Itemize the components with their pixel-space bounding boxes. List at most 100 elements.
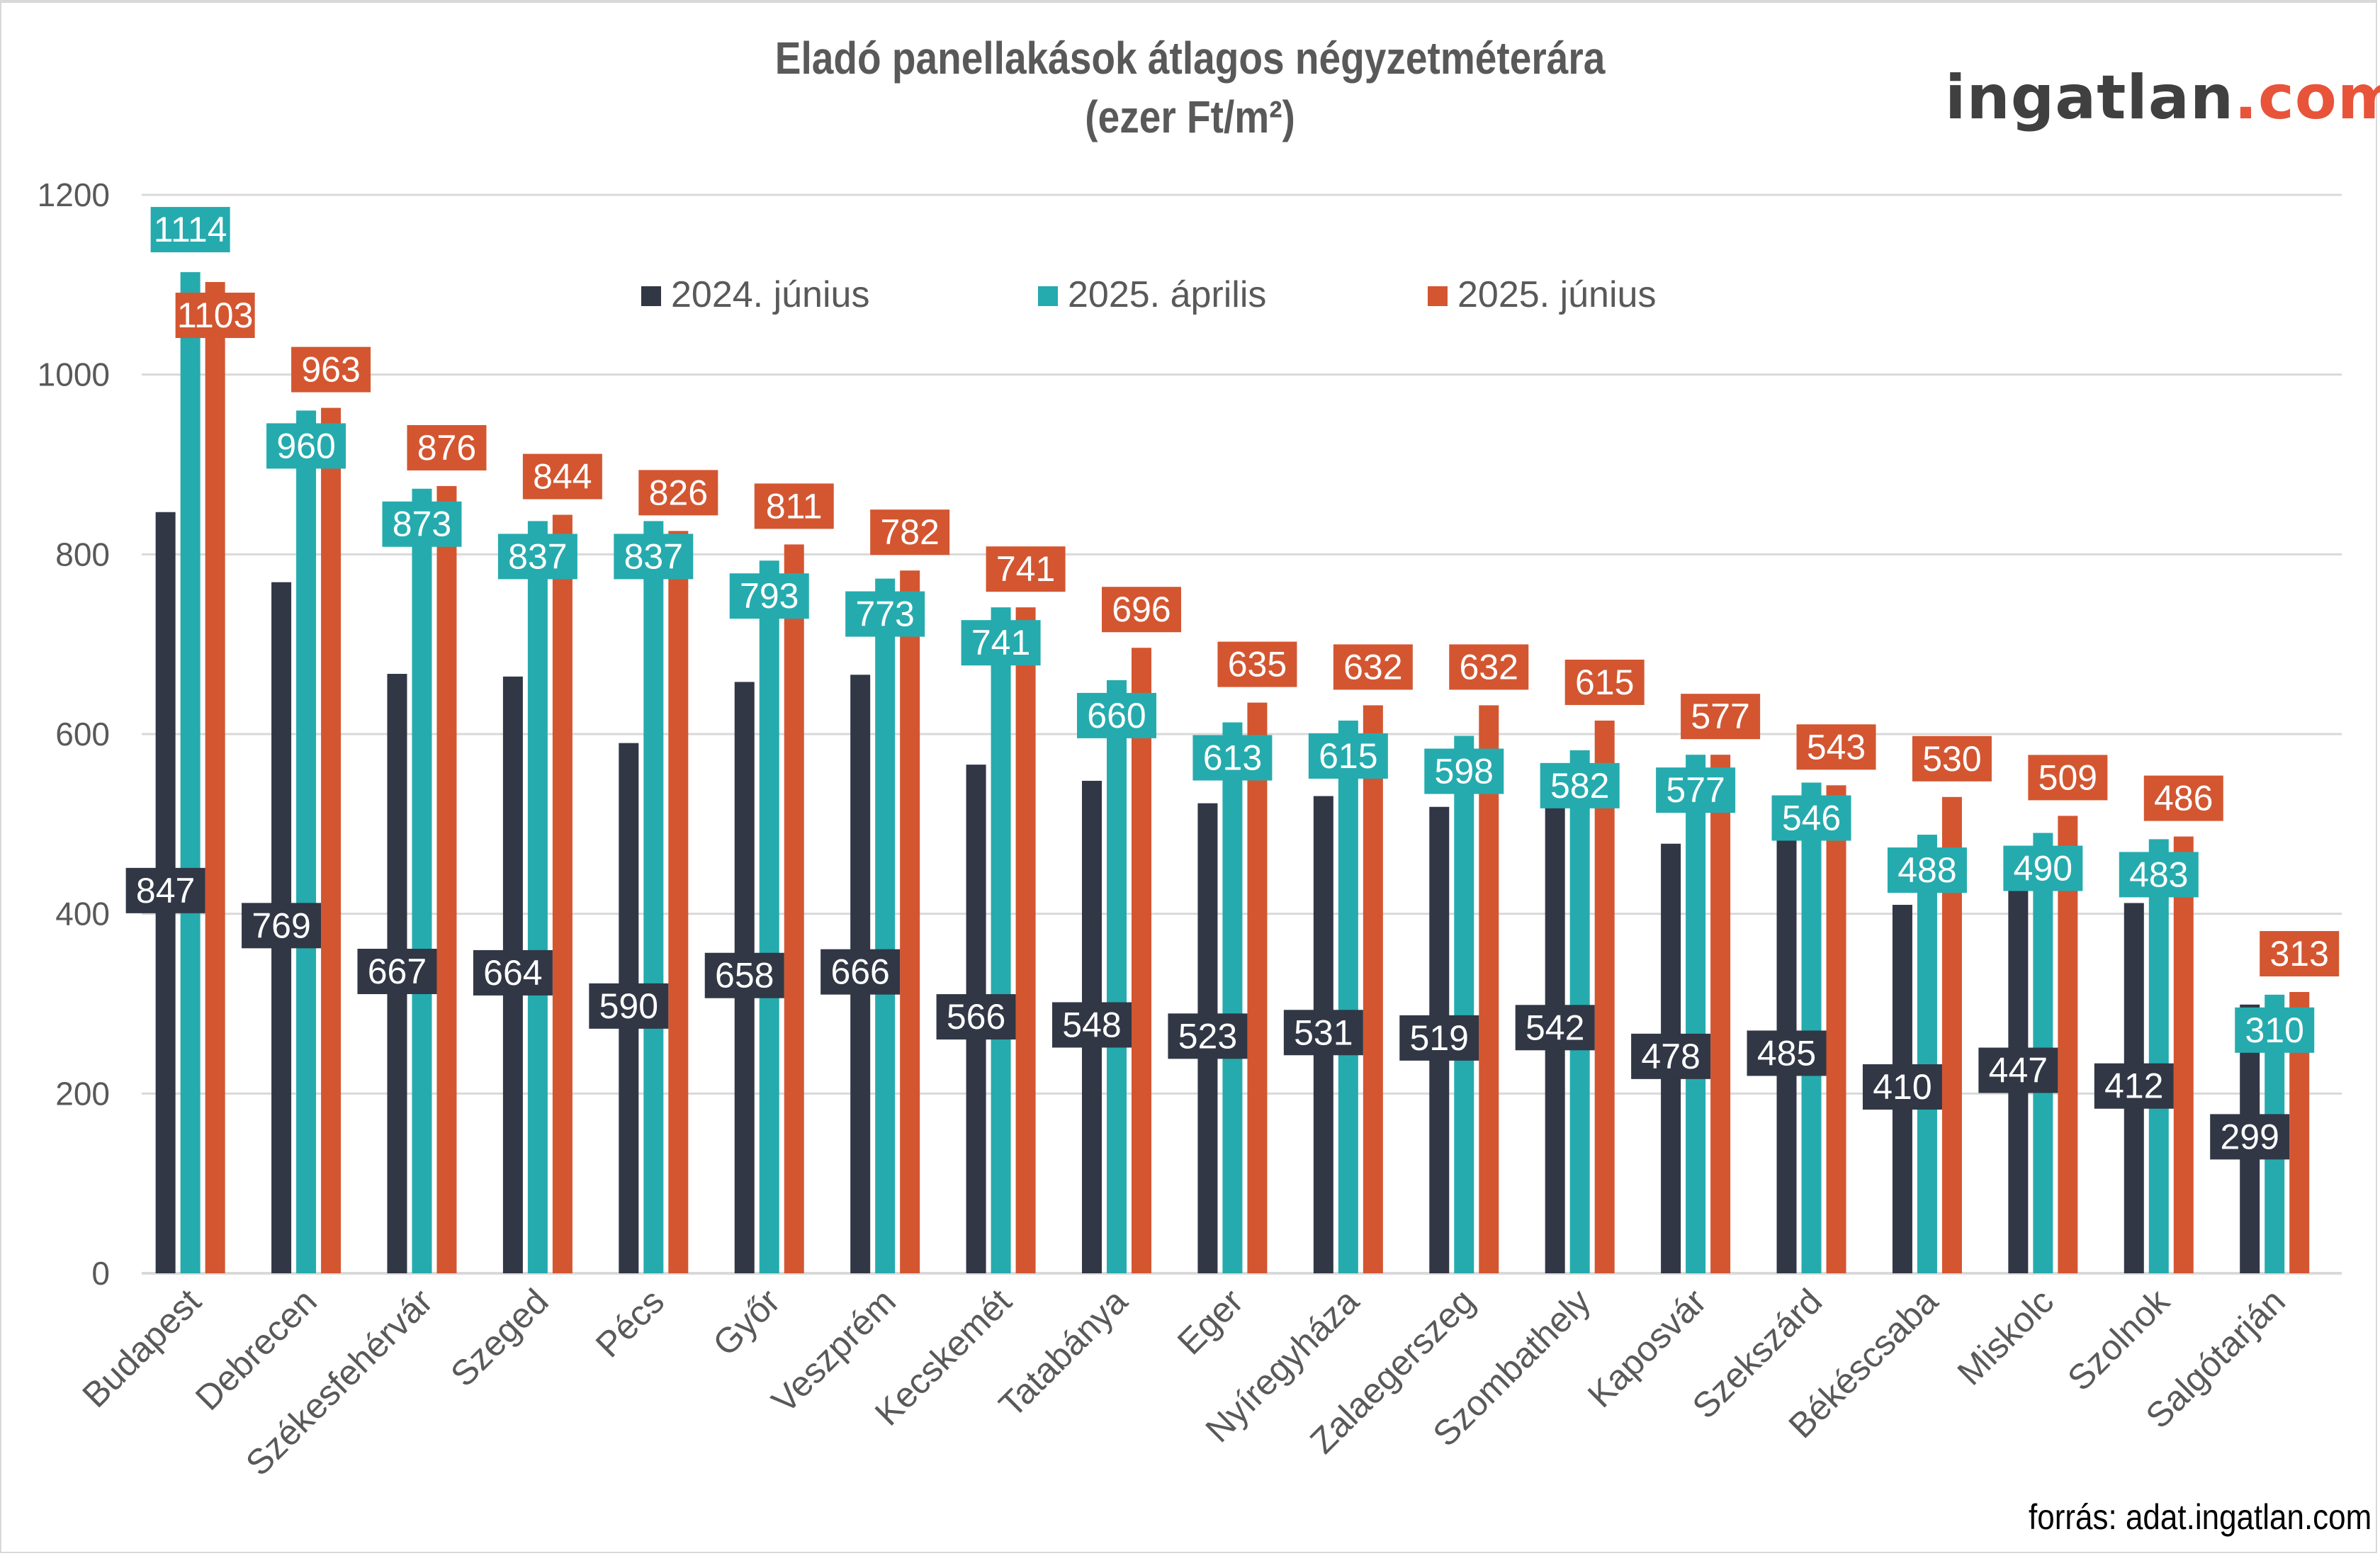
data-label: 741 bbox=[996, 549, 1055, 589]
x-category-label: Szolnok bbox=[2060, 1280, 2177, 1398]
data-label: 635 bbox=[1228, 645, 1287, 684]
data-label-box bbox=[1449, 644, 1529, 690]
data-label-box bbox=[1333, 644, 1413, 690]
data-label: 530 bbox=[1922, 739, 1981, 779]
bar bbox=[1801, 782, 1822, 1273]
bar bbox=[1247, 702, 1268, 1273]
data-label-box bbox=[497, 534, 577, 580]
y-tick-label: 0 bbox=[91, 1255, 110, 1292]
ingatlan-logo: ingatlan.com bbox=[1945, 62, 2380, 133]
y-tick-label: 400 bbox=[55, 896, 110, 932]
data-label-box bbox=[589, 983, 669, 1029]
bar bbox=[2058, 816, 2078, 1273]
bar bbox=[205, 282, 225, 1273]
bar bbox=[900, 570, 920, 1273]
data-label: 826 bbox=[649, 473, 708, 512]
data-label-box bbox=[1515, 1005, 1595, 1051]
bar bbox=[180, 272, 201, 1273]
data-label: 847 bbox=[136, 871, 195, 911]
data-label-box bbox=[1168, 1013, 1248, 1059]
data-label: 658 bbox=[715, 956, 774, 996]
legend-swatch bbox=[641, 286, 661, 306]
legend-swatch bbox=[1428, 286, 1448, 306]
bar bbox=[296, 410, 317, 1273]
bar bbox=[784, 544, 804, 1274]
x-category-label: Budapest bbox=[74, 1281, 208, 1415]
x-category-label: Miskolc bbox=[1950, 1281, 2061, 1392]
data-label-box bbox=[1681, 694, 1761, 740]
data-label-box bbox=[1540, 762, 1620, 808]
chart-subtitle-unit: (ezer Ft/m²) bbox=[1085, 91, 1295, 142]
data-label: 963 bbox=[301, 350, 360, 390]
legend-label: 2024. június bbox=[671, 274, 869, 315]
data-label: 667 bbox=[368, 952, 427, 991]
legend: 2024. június 2025. április 2025. június bbox=[641, 274, 1656, 315]
bar bbox=[321, 407, 342, 1273]
data-labels: 847 1114 1103 769 960 963 667 873 876 664 837 844 59… bbox=[125, 207, 2340, 1160]
bar bbox=[875, 578, 896, 1273]
legend-label: 2025. április bbox=[1068, 274, 1266, 315]
data-label: 509 bbox=[2038, 757, 2097, 797]
data-label-box bbox=[1912, 735, 1992, 782]
bar bbox=[1710, 755, 1731, 1273]
data-label: 837 bbox=[508, 536, 567, 576]
data-label: 542 bbox=[1525, 1008, 1584, 1047]
bar bbox=[643, 521, 664, 1273]
bar bbox=[1107, 680, 1127, 1273]
data-label-box bbox=[845, 591, 925, 637]
data-label-box bbox=[1102, 587, 1182, 633]
x-category-label: Eger bbox=[1170, 1281, 1251, 1362]
data-label: 531 bbox=[1294, 1013, 1353, 1052]
data-label: 519 bbox=[1410, 1018, 1469, 1058]
bar bbox=[1132, 648, 1152, 1273]
data-label-box bbox=[1631, 1033, 1711, 1079]
data-label: 960 bbox=[276, 426, 335, 466]
bar bbox=[1826, 785, 1846, 1273]
data-label-box bbox=[2143, 775, 2223, 821]
y-tick-label: 200 bbox=[55, 1075, 110, 1112]
legend-swatch bbox=[1038, 286, 1058, 306]
data-label: 615 bbox=[1319, 736, 1377, 776]
data-label-box bbox=[1564, 659, 1645, 705]
data-label: 615 bbox=[1575, 663, 1634, 702]
data-label-box bbox=[382, 501, 462, 547]
data-label-box bbox=[266, 423, 346, 469]
data-label: 660 bbox=[1087, 696, 1146, 735]
data-label-box bbox=[961, 620, 1041, 666]
source-note: forrás: adat.ingatlan.com bbox=[2028, 1497, 2371, 1537]
bar bbox=[668, 531, 689, 1273]
data-label-box bbox=[1308, 733, 1388, 779]
data-label: 873 bbox=[393, 504, 451, 544]
y-tick-label: 1000 bbox=[38, 356, 110, 393]
bar bbox=[2173, 836, 2194, 1273]
data-label-box bbox=[986, 546, 1066, 592]
data-label-box bbox=[407, 424, 487, 470]
data-label-box bbox=[754, 483, 834, 529]
chart-title: Eladó panellakások átlagos négyzetméterá… bbox=[774, 33, 1606, 84]
x-category-label: Szeged bbox=[443, 1281, 556, 1394]
data-label-box bbox=[291, 346, 371, 393]
data-label-box bbox=[522, 453, 602, 500]
data-label-box bbox=[1283, 1010, 1363, 1056]
data-label-box bbox=[614, 534, 694, 580]
y-tick-label: 800 bbox=[55, 536, 110, 573]
y-tick-label: 600 bbox=[55, 716, 110, 752]
bar bbox=[1338, 720, 1358, 1273]
data-label-box bbox=[1796, 724, 1876, 770]
data-label-box bbox=[1217, 641, 1297, 687]
bar bbox=[1222, 722, 1243, 1273]
bar bbox=[1917, 835, 1937, 1273]
y-tick-label: 1200 bbox=[38, 176, 110, 213]
data-label: 566 bbox=[947, 997, 1005, 1037]
data-label-box bbox=[1399, 1015, 1479, 1061]
data-label-box bbox=[150, 207, 230, 253]
data-label: 412 bbox=[2104, 1066, 2163, 1106]
data-label-box bbox=[1978, 1047, 2058, 1093]
data-label-box bbox=[473, 949, 553, 996]
data-label-box bbox=[175, 293, 255, 339]
data-label: 485 bbox=[1757, 1033, 1816, 1073]
data-label-box bbox=[1077, 692, 1157, 738]
data-label-box bbox=[704, 952, 784, 998]
x-category-label: Pécs bbox=[588, 1281, 672, 1365]
